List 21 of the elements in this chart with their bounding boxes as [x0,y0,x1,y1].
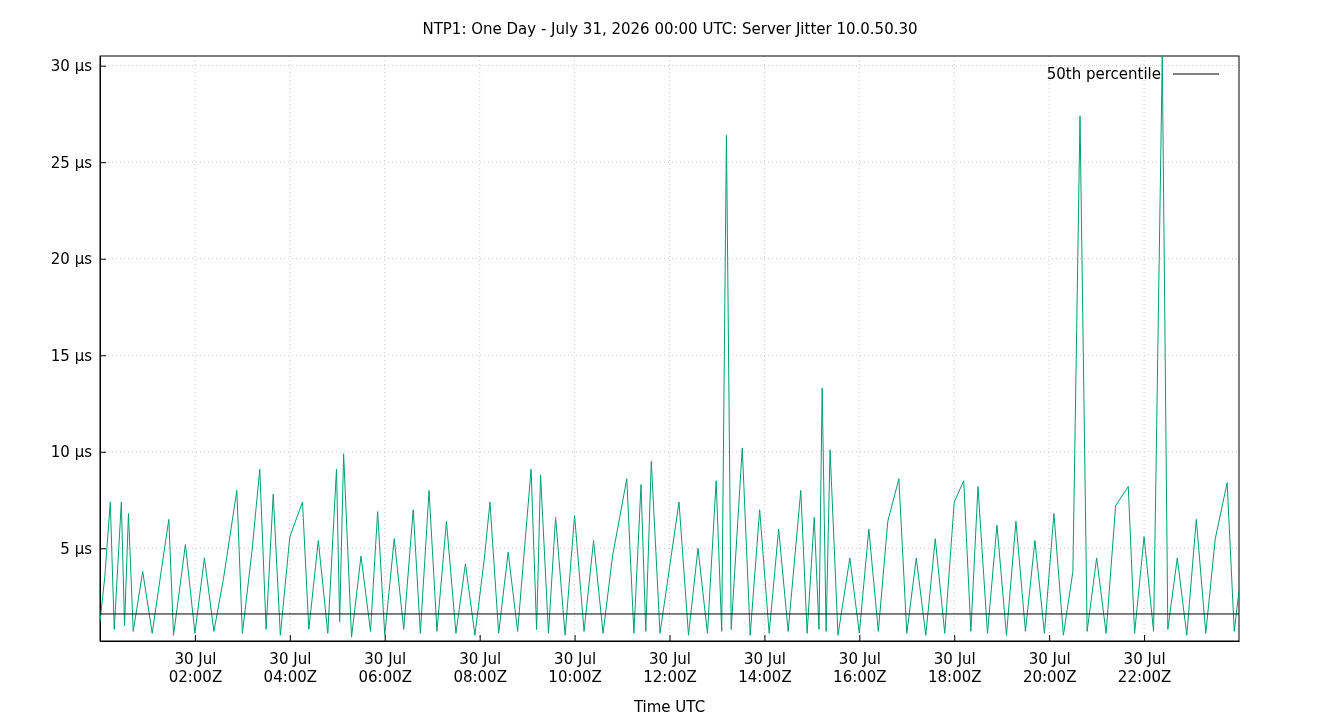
y-tick-label: 5 µs [60,539,93,558]
y-tick-label: 15 µs [50,346,93,365]
y-tick-label: 10 µs [50,443,93,462]
x-tick-label: 30 Jul 12:00Z [643,649,697,686]
y-tick-label: 20 µs [50,250,93,269]
x-tick-label: 30 Jul 02:00Z [168,649,223,686]
x-tick-label: 30 Jul 18:00Z [927,649,982,686]
x-tick-label: 30 Jul 08:00Z [453,649,507,686]
y-tick-label: 30 µs [50,56,93,75]
x-tick-label: 30 Jul 10:00Z [548,649,602,686]
x-tick-label: 30 Jul 16:00Z [833,649,887,686]
x-tick-label: 30 Jul 06:00Z [358,649,413,686]
x-tick-label: 30 Jul 20:00Z [1022,649,1077,686]
x-tick-label: 30 Jul 14:00Z [738,649,792,686]
x-axis-title: Time UTC [632,698,706,716]
y-tick-label: 25 µs [50,153,93,172]
x-tick-label: 30 Jul 22:00Z [1117,649,1172,686]
line-series [99,55,1240,638]
chart-title: NTP1: One Day - July 31, 2026 00:00 UTC: Server Jitter 10.0.50.30 [422,20,918,38]
legend-label: 50th percentile [1046,65,1161,83]
x-tick-label: 30 Jul 04:00Z [263,649,318,686]
